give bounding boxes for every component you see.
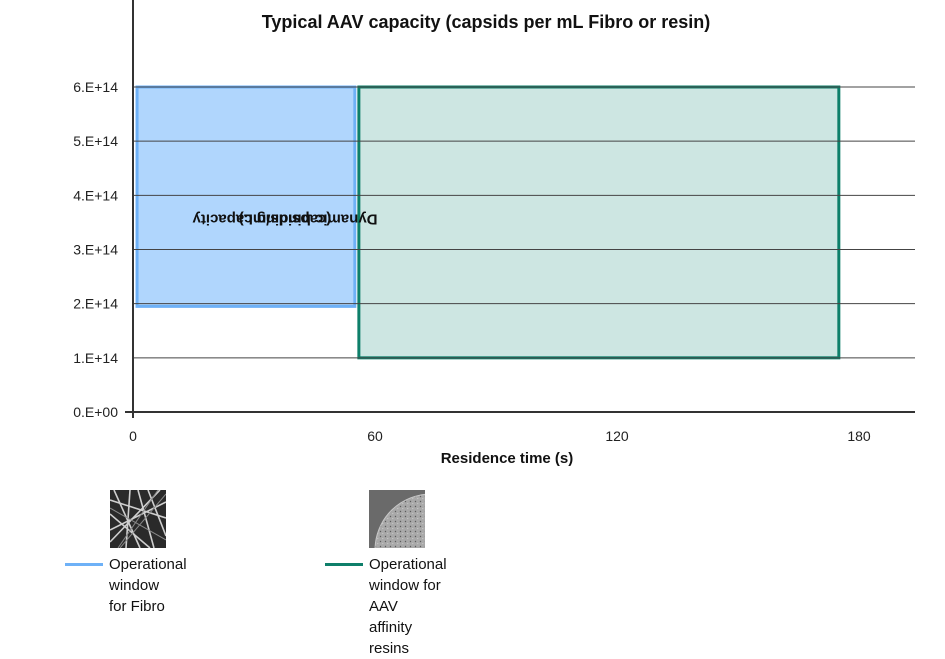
fibro-micrograph-icon (110, 490, 166, 548)
x-tick-label: 180 (847, 428, 871, 444)
x-tick-label: 0 (129, 428, 137, 444)
x-tick-label: 60 (367, 428, 383, 444)
legend-label-fibro: Operational window for Fibro (109, 556, 187, 615)
y-tick-label: 1.E+14 (73, 350, 118, 366)
chart-title: Typical AAV capacity (capsids per mL Fib… (261, 12, 711, 32)
resin-window-rect (357, 85, 841, 360)
y-tick-label: 2.E+14 (73, 296, 118, 312)
x-axis-label: Residence time (s) (440, 450, 574, 467)
legend-label-resin: Operational window for AAV affinity resi… (369, 556, 447, 657)
chart-plot-area: 0.E+00 1.E+14 2.E+14 3.E+14 4.E+14 5.E+14 6.E+… (73, 0, 915, 444)
y-tick-label: 6.E+14 (73, 79, 118, 95)
y-tick-label: 4.E+14 (73, 187, 118, 203)
resin-bead-micrograph-icon (369, 490, 425, 548)
y-tick-label: 0.E+00 (73, 404, 118, 420)
x-tick-label: 120 (605, 428, 629, 444)
y-axis-label: Dynamic binding capacity (capsids/mL) (0, 0, 377, 440)
fibro-window-rect (135, 85, 357, 308)
legend-swatch-resin (325, 563, 363, 566)
y-axis-label-line-2: (capsids/mL) (238, 210, 332, 228)
y-tick-label: 3.E+14 (73, 242, 118, 258)
y-tick-label: 5.E+14 (73, 133, 118, 149)
legend-swatch-fibro (65, 563, 103, 566)
